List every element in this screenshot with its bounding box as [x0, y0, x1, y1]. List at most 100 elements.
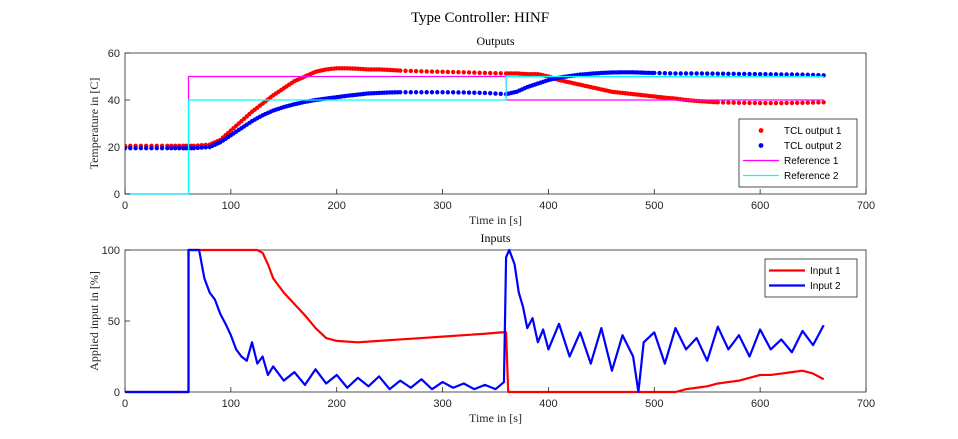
- x-axis-label: Time in [s]: [469, 213, 522, 227]
- data-point: [191, 145, 197, 151]
- y-tick-label: 20: [108, 142, 120, 154]
- data-point: [456, 90, 461, 95]
- data-point: [429, 69, 435, 74]
- series-4-line: [125, 75, 824, 195]
- data-point: [440, 69, 445, 75]
- data-point: [403, 90, 408, 95]
- data-point: [794, 100, 800, 106]
- data-point: [199, 145, 204, 150]
- data-point: [715, 100, 720, 105]
- data-point: [784, 100, 789, 106]
- data-point: [424, 69, 429, 74]
- data-point: [720, 71, 726, 76]
- data-point: [726, 71, 731, 77]
- data-point: [466, 70, 472, 75]
- data-point: [768, 100, 773, 106]
- x-tick-label: 200: [328, 200, 346, 212]
- data-point: [742, 71, 747, 77]
- data-point: [498, 71, 503, 76]
- data-point: [768, 72, 773, 77]
- data-point: [482, 70, 488, 76]
- data-point: [779, 72, 784, 77]
- data-point: [757, 100, 763, 106]
- x-tick-label: 700: [857, 200, 875, 212]
- legend-label: Input 2: [810, 281, 841, 292]
- series-1-line: [125, 248, 825, 394]
- data-point: [498, 91, 503, 97]
- x-tick-label: 300: [433, 200, 451, 212]
- legend: Input 1 Input 2: [764, 258, 858, 298]
- data-point: [173, 145, 178, 151]
- data-point: [800, 100, 805, 106]
- data-point: [752, 71, 758, 77]
- data-point: [398, 68, 403, 73]
- data-point: [689, 71, 694, 76]
- data-point: [403, 68, 408, 74]
- legend: TCL output 1 TCL output 2 Reference 1 Refer…: [738, 118, 858, 188]
- data-point: [461, 70, 466, 75]
- x-tick-label: 0: [122, 398, 128, 410]
- data-point: [731, 100, 736, 105]
- y-axis-label: Applied input in [%]: [87, 271, 101, 371]
- legend-label: Input 1: [810, 266, 841, 277]
- data-point: [477, 90, 482, 96]
- legend-marker: [758, 143, 764, 148]
- x-tick-label: 200: [328, 398, 346, 410]
- data-point: [773, 72, 779, 77]
- data-point: [149, 145, 154, 151]
- data-point: [413, 68, 419, 74]
- data-point: [477, 70, 482, 76]
- legend-label: TCL output 2: [784, 141, 842, 152]
- x-tick-label: 700: [857, 398, 875, 410]
- data-point: [683, 71, 689, 76]
- legend-label: Reference 2: [784, 171, 839, 182]
- data-point: [794, 72, 800, 77]
- data-point: [763, 100, 768, 106]
- data-point: [810, 100, 816, 105]
- data-point: [710, 71, 715, 76]
- data-point: [789, 100, 795, 106]
- data-point: [408, 68, 414, 74]
- data-point: [657, 70, 662, 76]
- data-point: [450, 90, 456, 95]
- data-point: [736, 100, 742, 106]
- y-tick-label: 100: [102, 245, 120, 257]
- y-tick-label: 40: [108, 95, 120, 107]
- data-point: [800, 72, 805, 77]
- legend-label: Reference 1: [784, 156, 839, 167]
- data-point: [472, 90, 477, 95]
- data-point: [678, 71, 683, 76]
- data-point: [493, 71, 498, 76]
- data-point: [419, 90, 424, 95]
- data-point: [450, 69, 456, 75]
- x-tick-label: 500: [645, 200, 663, 212]
- data-point: [138, 145, 144, 151]
- data-point: [731, 71, 736, 77]
- data-point: [805, 100, 810, 105]
- data-point: [482, 90, 488, 96]
- inputs-axes: 0 100 200 300 400 500 600 700 0 50 100 Inputs Time i…: [87, 231, 875, 425]
- y-tick-label: 50: [108, 316, 120, 328]
- data-point: [143, 145, 149, 151]
- data-point: [742, 100, 747, 106]
- y-axis-label: Temperature in [C]: [87, 78, 101, 170]
- data-point: [752, 100, 758, 106]
- data-point: [413, 90, 419, 95]
- data-point: [408, 90, 414, 95]
- data-point: [203, 145, 208, 150]
- data-point: [445, 69, 451, 75]
- data-point: [747, 71, 752, 77]
- data-point: [456, 69, 461, 75]
- x-tick-label: 600: [751, 398, 769, 410]
- data-point: [784, 72, 789, 77]
- data-point: [720, 100, 726, 105]
- data-point: [493, 91, 498, 96]
- data-point: [747, 100, 752, 106]
- x-tick-label: 300: [433, 398, 451, 410]
- data-point: [445, 90, 451, 95]
- y-tick-label: 0: [114, 189, 120, 201]
- outputs-axes: 0 100 200 300 400 500 600 700 0 20 40 60 Outputs Time…: [87, 34, 875, 227]
- data-point: [662, 71, 668, 76]
- data-point: [419, 69, 424, 74]
- data-point: [673, 71, 678, 76]
